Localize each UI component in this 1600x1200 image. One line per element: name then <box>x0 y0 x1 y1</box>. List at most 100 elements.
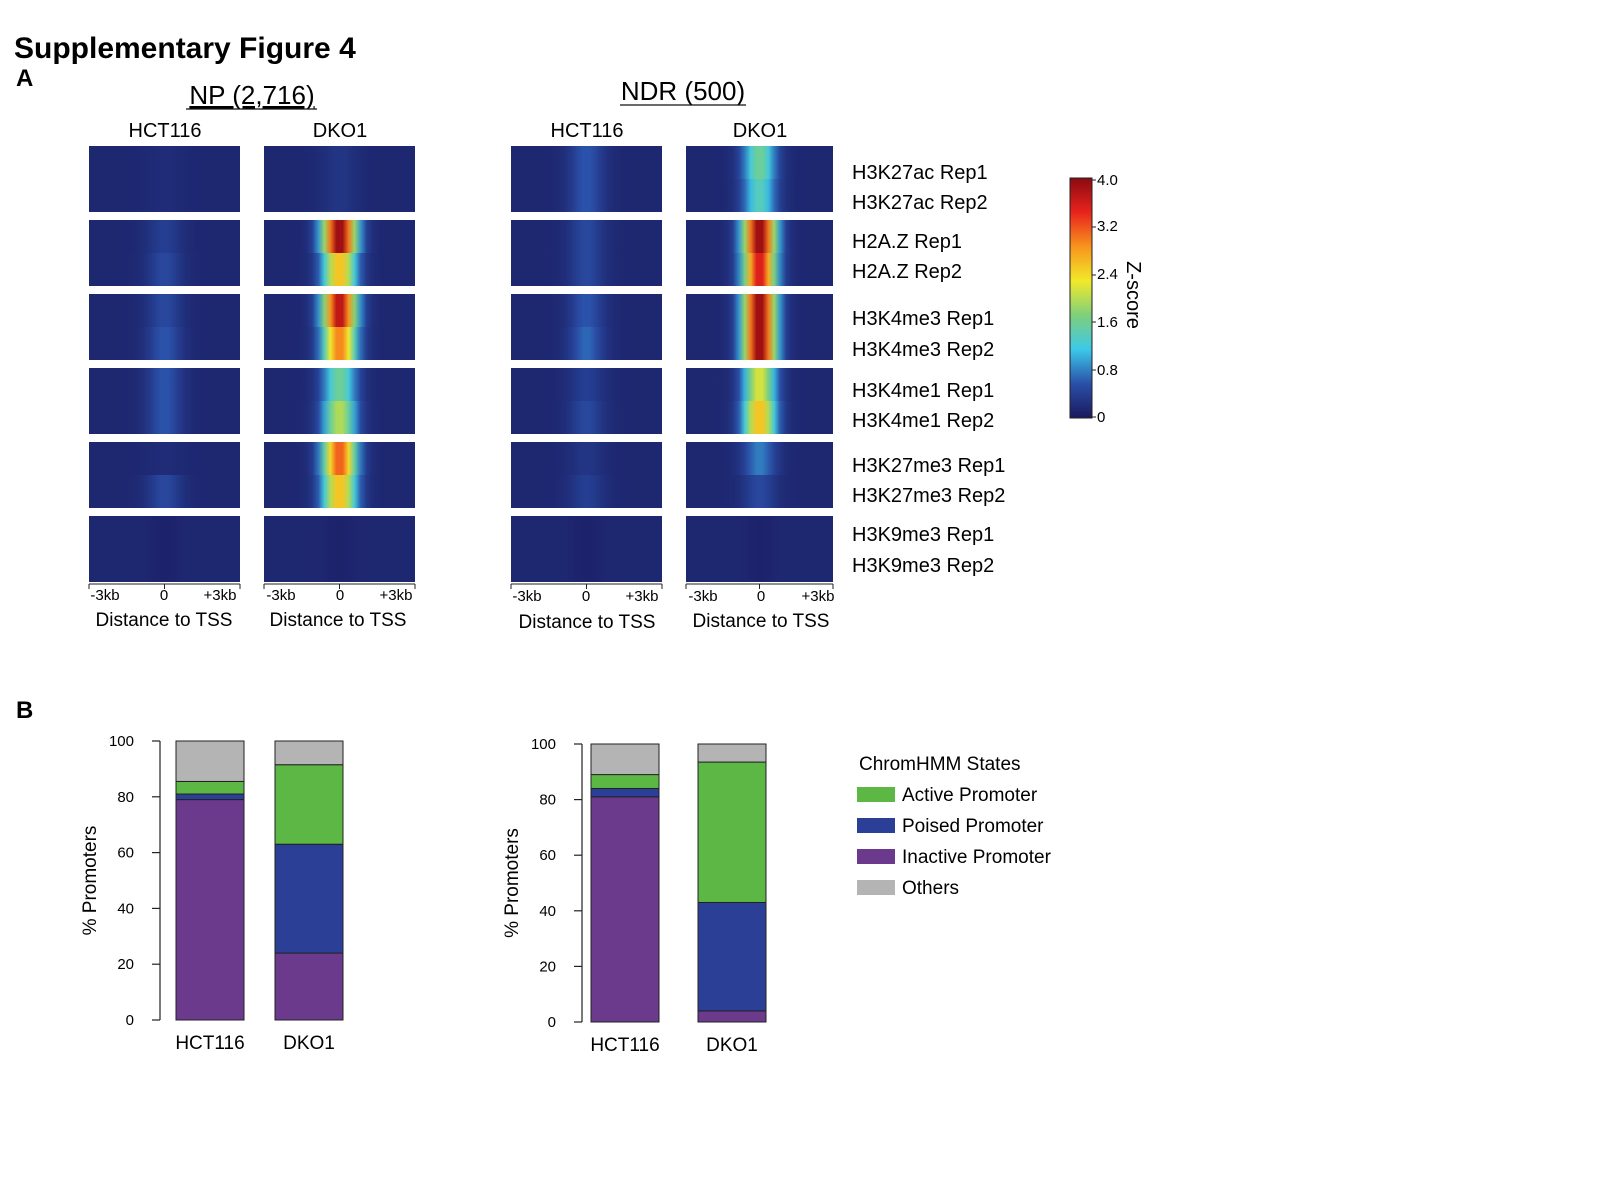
legend-swatch-others <box>857 880 895 895</box>
heatmap-row <box>686 220 833 253</box>
heatmap-row <box>89 220 240 253</box>
heatmap-row <box>264 179 415 212</box>
heatmap-row <box>264 401 415 434</box>
track-labels: H3K27ac Rep1 H3K27ac Rep2 H2A.Z Rep1 H2A… <box>852 162 1005 577</box>
track-label: H3K27me3 Rep1 <box>852 455 1005 477</box>
legend-swatch-active <box>857 787 895 802</box>
y-tick-label: 80 <box>539 792 556 809</box>
x-axis-label: Distance to TSS <box>693 611 830 632</box>
y-tick-label: 20 <box>539 958 556 975</box>
heatmap-row <box>511 442 662 475</box>
heatmap-row <box>686 475 833 508</box>
heatmap-x-labels: Distance to TSS Distance to TSS Distance… <box>96 610 830 633</box>
bar-segment <box>175 740 245 782</box>
y-axis-label: % Promoters <box>502 828 523 938</box>
x-tick-label: -3kb <box>266 587 295 604</box>
heatmap-row <box>89 516 240 549</box>
x-tick-label: +3kb <box>380 587 413 604</box>
track-label: H3K27ac Rep2 <box>852 192 988 214</box>
heatmap-row <box>264 253 415 286</box>
colorbar-tick-label: 3.2 <box>1097 218 1118 235</box>
x-tick-label: +3kb <box>204 587 237 604</box>
track-label: H3K4me3 Rep1 <box>852 308 994 330</box>
category-label: HCT116 <box>175 1033 244 1054</box>
x-tick-label: -3kb <box>90 587 119 604</box>
ndr-hct116-header: HCT116 <box>551 120 624 142</box>
track-label: H3K27ac Rep1 <box>852 162 988 184</box>
heatmap-row <box>686 516 833 549</box>
group-title-np: NP (2,716) <box>189 80 314 110</box>
heatmap-row <box>89 146 240 179</box>
bar-segment <box>274 843 344 954</box>
track-label: H3K4me1 Rep2 <box>852 410 994 432</box>
heatmap-row <box>686 442 833 475</box>
x-tick-label: -3kb <box>688 588 717 605</box>
heatmap-row <box>511 294 662 327</box>
bar-segment <box>274 740 344 766</box>
bar-segment <box>590 787 660 798</box>
heatmap-row <box>511 549 662 582</box>
colorbar-tick-label: 4.0 <box>1097 172 1118 189</box>
colorbar-tick-label: 2.4 <box>1097 266 1118 283</box>
track-label: H2A.Z Rep1 <box>852 231 962 253</box>
x-axis-label: Distance to TSS <box>519 612 656 633</box>
heatmap-row <box>686 253 833 286</box>
stacked-bar-chart: 0 20 40 60 80 100 % Promoters HCT116 DKO1 <box>502 736 767 1056</box>
group-title-ndr: NDR (500) <box>621 76 745 106</box>
heatmap-x-axes: -3kb 0 +3kb -3kb 0 +3kb -3kb 0 +3kb -3kb… <box>90 587 834 605</box>
heatmap-row <box>89 179 240 212</box>
y-tick-label: 80 <box>117 789 134 806</box>
heatmap-row <box>89 368 240 401</box>
y-tick-label: 40 <box>539 903 556 920</box>
heatmap-row <box>686 401 833 434</box>
x-axis-label: Distance to TSS <box>270 610 407 631</box>
x-tick-label: -3kb <box>512 588 541 605</box>
bar-segment <box>590 796 660 1023</box>
heatmap-row <box>264 442 415 475</box>
heatmap-row <box>89 549 240 582</box>
legend-swatch-poised <box>857 818 895 833</box>
heatmap-row <box>264 327 415 360</box>
bar-segment <box>175 793 245 801</box>
chromhmm-legend: ChromHMM States Active Promoter Poised P… <box>857 754 1052 899</box>
colorbar-tick-label: 0 <box>1097 409 1105 426</box>
bar-segment <box>175 780 245 795</box>
heatmap-row <box>89 442 240 475</box>
heatmap-row <box>264 368 415 401</box>
heatmap-row <box>264 516 415 549</box>
heatmap-row <box>511 368 662 401</box>
heatmap-row <box>511 475 662 508</box>
track-label: H3K27me3 Rep2 <box>852 485 1005 507</box>
track-label: H2A.Z Rep2 <box>852 261 962 283</box>
ndr-dko1-header: DKO1 <box>733 120 787 142</box>
heatmap-row <box>686 146 833 179</box>
heatmap-row <box>511 401 662 434</box>
track-label: H3K9me3 Rep2 <box>852 555 994 577</box>
y-axis-label: % Promoters <box>80 826 101 936</box>
stacked-bar-chart: 0 20 40 60 80 100 % Promoters HCT116 DKO1 <box>80 733 344 1054</box>
track-label: H3K4me1 Rep1 <box>852 380 994 402</box>
y-tick-label: 40 <box>117 900 134 917</box>
bar-segment <box>590 743 660 776</box>
x-tick-label: 0 <box>160 587 168 604</box>
colorbar-label: Z-score <box>1122 261 1144 329</box>
y-tick-label: 20 <box>117 956 134 973</box>
heatmap-row <box>511 253 662 286</box>
heatmap-row <box>511 179 662 212</box>
bar-segment <box>697 743 767 763</box>
legend-label: Inactive Promoter <box>902 847 1052 868</box>
np-hct116-header: HCT116 <box>129 120 202 142</box>
y-tick-label: 60 <box>539 847 556 864</box>
heatmap-row <box>89 327 240 360</box>
heatmap-grid <box>88 146 834 589</box>
heatmap-row <box>89 475 240 508</box>
heatmap-row <box>686 368 833 401</box>
heatmap-row <box>264 475 415 508</box>
y-tick-label: 60 <box>117 845 134 862</box>
track-label: H3K9me3 Rep1 <box>852 524 994 546</box>
legend-label: Others <box>902 878 959 899</box>
x-tick-label: +3kb <box>802 588 835 605</box>
y-tick-label: 0 <box>548 1014 556 1031</box>
heatmap-row <box>264 294 415 327</box>
x-axis-label: Distance to TSS <box>96 610 233 631</box>
